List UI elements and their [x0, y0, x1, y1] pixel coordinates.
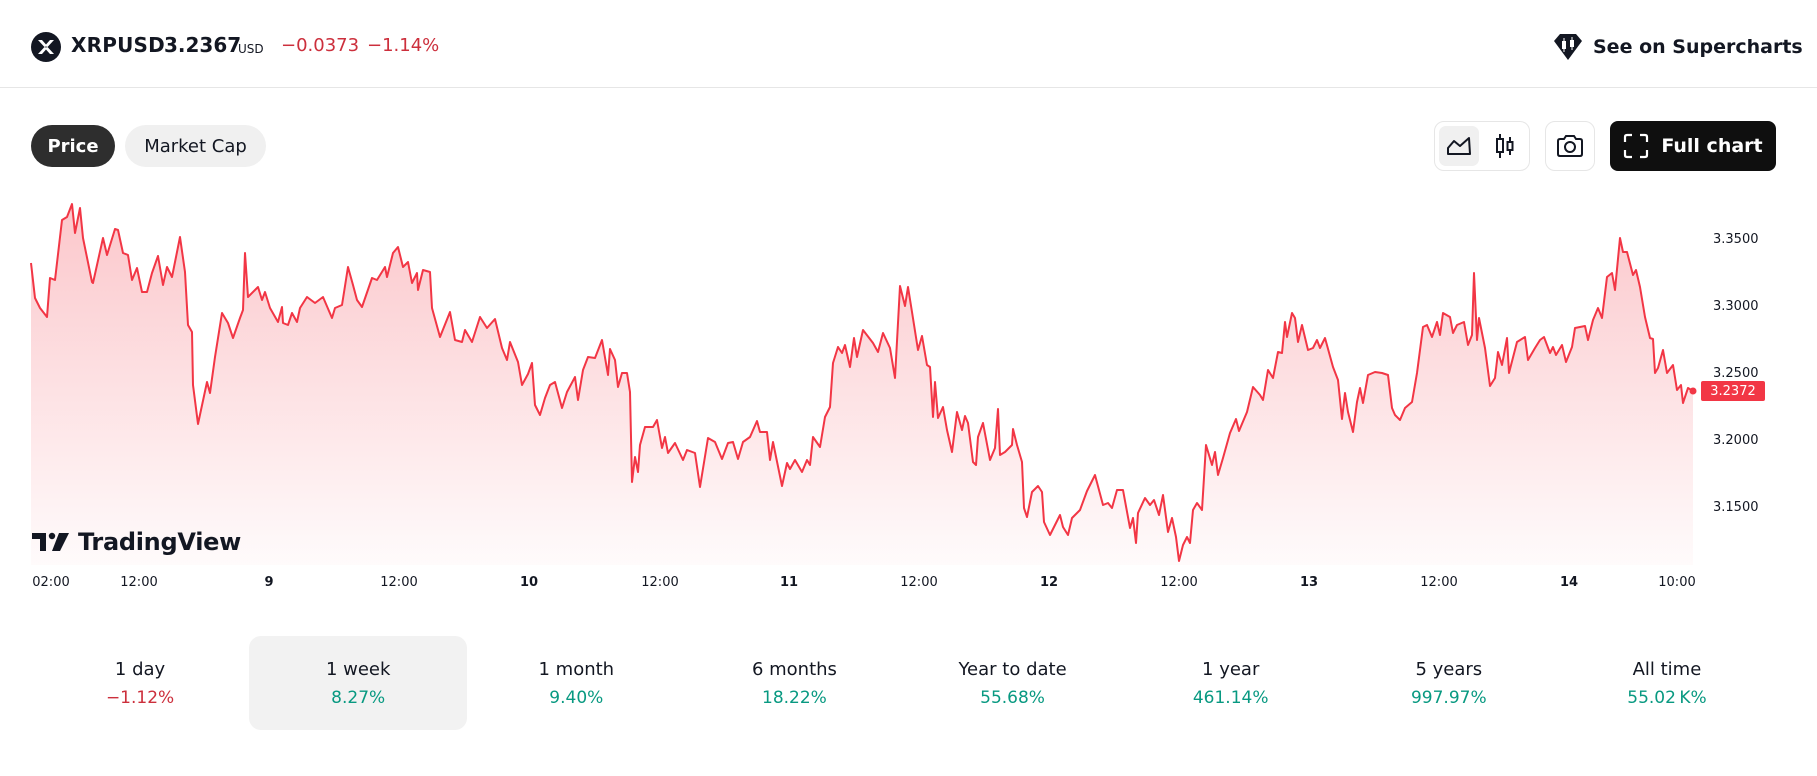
period-selector: 1 day −1.12% 1 week 8.27% 1 month 9.40% …	[31, 636, 1776, 730]
period-label: 1 week	[325, 658, 391, 680]
price-line	[30, 203, 1694, 562]
period-5-years[interactable]: 5 years 997.97%	[1340, 636, 1558, 730]
see-on-supercharts-link[interactable]: See on Supercharts	[1553, 32, 1803, 62]
y-axis-tick: 3.1500	[1713, 500, 1759, 515]
current-price: 3.2367	[164, 33, 242, 57]
period-label: 6 months	[751, 658, 837, 680]
period-label: 1 year	[1202, 658, 1260, 680]
period-change: 18.22%	[762, 687, 827, 708]
period-change: 461.14%	[1192, 687, 1269, 708]
tab-market-cap[interactable]: Market Cap	[125, 125, 266, 167]
fullscreen-icon	[1624, 133, 1649, 159]
period-1-month[interactable]: 1 month 9.40%	[467, 636, 685, 730]
currency-label: USD	[238, 42, 264, 56]
tab-price[interactable]: Price	[31, 125, 115, 167]
x-axis-tick: 10:00	[1658, 575, 1696, 590]
period-label: All time	[1632, 658, 1702, 680]
supercharts-label: See on Supercharts	[1593, 36, 1803, 58]
period-label: 1 month	[538, 658, 615, 680]
price-change-percent: −1.14%	[367, 35, 440, 56]
x-axis-tick: 10	[519, 575, 539, 590]
period-all-time[interactable]: All time 55.02 K%	[1558, 636, 1776, 730]
x-axis-tick: 13	[1299, 575, 1319, 590]
snapshot-button[interactable]	[1545, 121, 1595, 171]
candlestick-chart-icon	[1496, 134, 1514, 158]
xrp-logo-icon	[31, 32, 61, 62]
x-axis-tick: 12:00	[900, 575, 938, 590]
period-change: 8.27%	[331, 687, 386, 708]
y-axis-tick: 3.3000	[1713, 299, 1759, 314]
period-change: 55.02 K%	[1627, 687, 1707, 708]
y-axis-tick: 3.3500	[1713, 232, 1759, 247]
period-label: 5 years	[1415, 658, 1483, 680]
camera-icon	[1557, 135, 1583, 157]
period-1-week[interactable]: 1 week 8.27%	[249, 636, 468, 730]
period-6-months[interactable]: 6 months 18.22%	[685, 636, 903, 730]
price-area-fill	[31, 204, 1693, 565]
x-axis-tick: 12:00	[641, 575, 679, 590]
symbol-name: XRPUSD	[71, 33, 165, 57]
tradingview-wordmark: TradingView	[78, 528, 241, 556]
x-axis-tick: 02:00	[32, 575, 70, 590]
period-1-year[interactable]: 1 year 461.14%	[1122, 636, 1340, 730]
x-axis-tick: 12	[1039, 575, 1059, 590]
period-change: 55.68%	[980, 687, 1045, 708]
price-change: −0.0373	[281, 35, 360, 56]
y-axis-tick: 3.2000	[1713, 433, 1759, 448]
x-axis-tick: 12:00	[1420, 575, 1458, 590]
symbol-header: XRPUSD 3.2367 USD −0.0373 −1.14% See on …	[0, 0, 1817, 88]
candlestick-chart-button[interactable]	[1485, 126, 1525, 166]
period-label: 1 day	[114, 658, 166, 680]
full-chart-label: Full chart	[1661, 135, 1763, 157]
supercharts-diamond-icon	[1554, 34, 1582, 60]
x-axis-tick: 11	[779, 575, 799, 590]
x-axis-tick: 12:00	[120, 575, 158, 590]
area-chart-button[interactable]	[1439, 126, 1479, 166]
tradingview-logo-icon	[32, 532, 69, 551]
x-axis-tick: 9	[264, 575, 274, 590]
period-year-to-date[interactable]: Year to date 55.68%	[904, 636, 1122, 730]
x-axis-tick: 12:00	[380, 575, 418, 590]
x-axis-tick: 12:00	[1160, 575, 1198, 590]
period-change: 997.97%	[1410, 687, 1487, 708]
period-1-day[interactable]: 1 day −1.12%	[31, 636, 249, 730]
tradingview-watermark[interactable]: TradingView	[32, 528, 241, 556]
last-price-dot	[1689, 387, 1697, 395]
period-change: −1.12%	[105, 687, 175, 708]
last-price-badge: 3.2372	[1701, 381, 1765, 401]
y-axis-tick: 3.2500	[1713, 366, 1759, 381]
chart-type-toggle	[1434, 121, 1530, 171]
period-label: Year to date	[958, 658, 1067, 680]
full-chart-button[interactable]: Full chart	[1610, 121, 1776, 171]
x-axis-tick: 14	[1559, 575, 1579, 590]
period-change: 9.40%	[549, 687, 604, 708]
area-chart-icon	[1447, 137, 1471, 155]
